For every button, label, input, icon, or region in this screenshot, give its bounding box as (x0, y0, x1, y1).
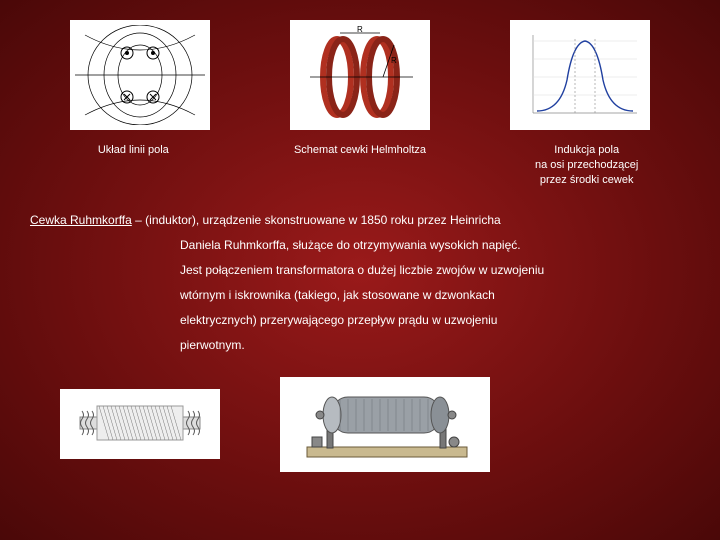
figure-field-lines (70, 20, 210, 130)
main-line3: Jest połączeniem transformatora o dużej … (30, 258, 544, 283)
ruhmkorff-schematic-svg (62, 391, 218, 457)
figure-induction-curve (510, 20, 650, 130)
field-lines-svg (75, 25, 205, 125)
main-line4: wtórnym i iskrownika (takiego, jak stoso… (30, 283, 495, 308)
main-text: Cewka Ruhmkorffa – (induktor), urządzeni… (0, 188, 720, 359)
caption-right-2: na osi przechodzącej (535, 159, 638, 171)
dash: – (132, 213, 145, 227)
main-line2: Daniela Ruhmkorffa, służące do otrzymywa… (30, 233, 521, 258)
figure-ruhmkorff-schematic (60, 389, 220, 459)
top-figures-row: R R (0, 0, 720, 135)
captions-row: Układ linii pola Schemat cewki Helmholtz… (0, 135, 720, 188)
caption-left: Układ linii pola (20, 143, 247, 188)
figure-helmholtz: R R (290, 20, 430, 130)
caption-right-3: przez środki cewek (540, 174, 634, 186)
svg-text:R: R (391, 56, 397, 65)
caption-right-1: Indukcja pola (554, 144, 619, 156)
main-line6: pierwotnym. (30, 333, 245, 358)
caption-right: Indukcja pola na osi przechodzącej przez… (473, 143, 700, 188)
ruhmkorff-title: Cewka Ruhmkorffa (30, 213, 132, 227)
svg-text:R: R (357, 25, 363, 34)
helmholtz-svg: R R (295, 25, 425, 125)
figure-ruhmkorff-illustration (280, 377, 490, 472)
caption-center: Schemat cewki Helmholtza (247, 143, 474, 188)
ruhmkorff-illustration-svg (282, 379, 488, 470)
main-line1: (induktor), urządzenie skonstruowane w 1… (145, 213, 501, 227)
bottom-figures-row (0, 359, 720, 472)
main-line5: elektrycznych) przerywającego przepływ p… (30, 308, 497, 333)
induction-curve-svg (515, 25, 645, 125)
